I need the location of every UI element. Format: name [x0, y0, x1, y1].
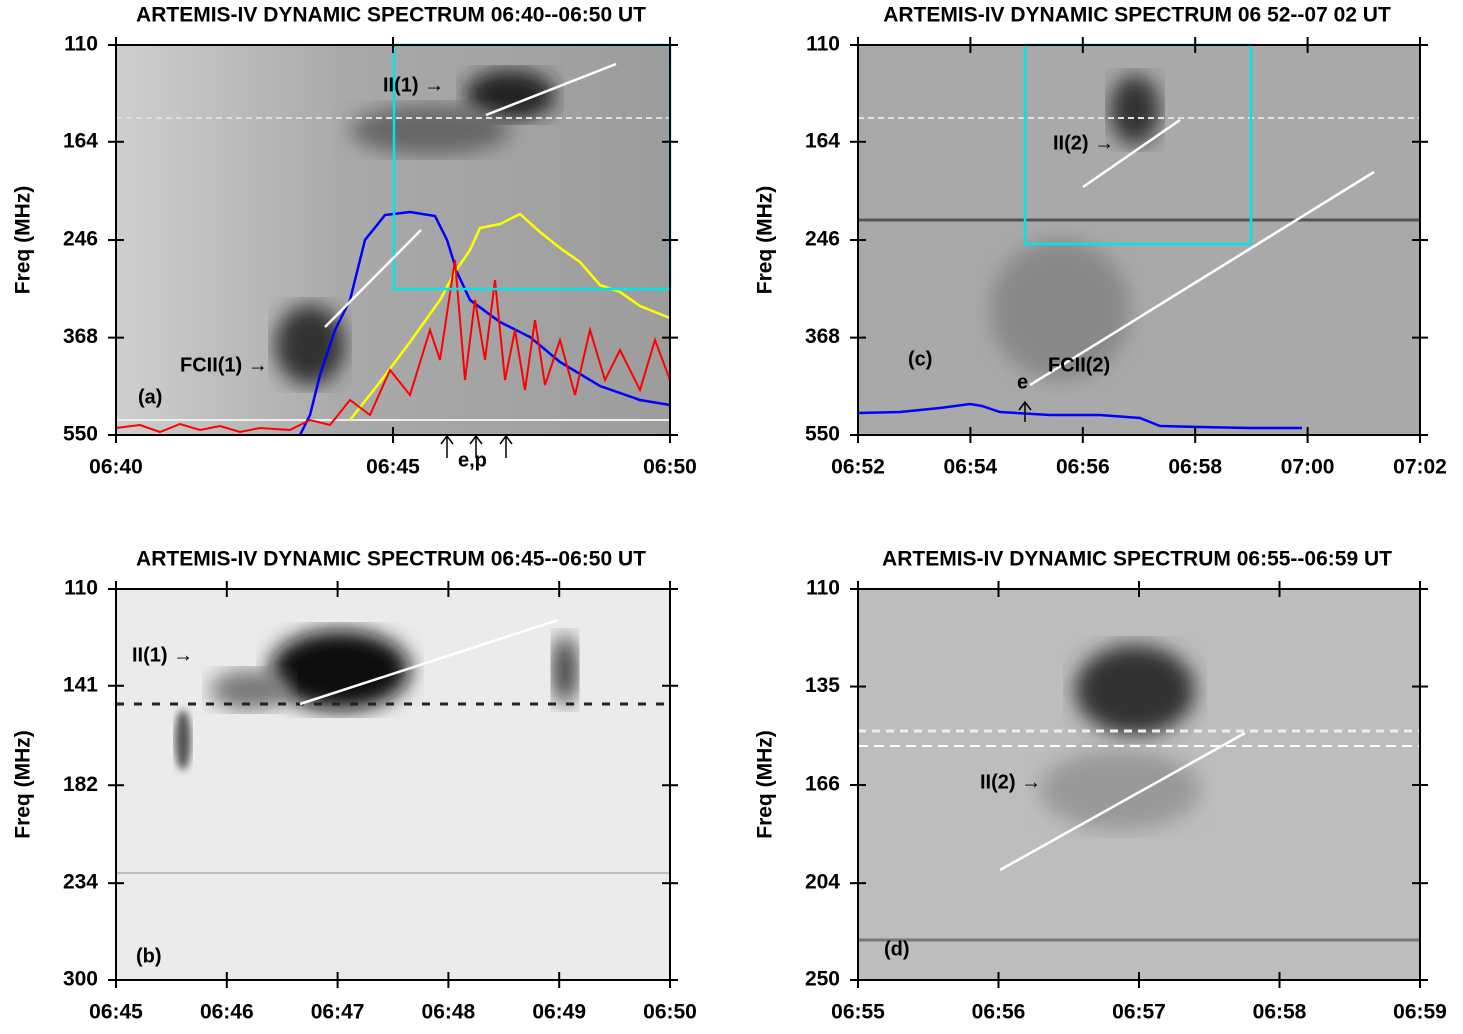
x-tick-label: 06:50 — [643, 456, 697, 479]
panel-label: (c) — [908, 348, 932, 370]
y-axis-label: Freq (MHz) — [12, 730, 35, 839]
y-tick-label: 164 — [805, 129, 840, 152]
y-tick-label: 246 — [63, 228, 98, 251]
y-tick-label: 550 — [805, 423, 840, 446]
panel-label: (a) — [138, 386, 162, 408]
x-tick-label: 06:50 — [643, 1001, 697, 1024]
x-tick-label: 06:56 — [972, 1001, 1026, 1024]
x-tick-label: 06:56 — [1056, 456, 1110, 479]
y-tick-label: 110 — [64, 33, 98, 56]
chart-title: ARTEMIS-IV DYNAMIC SPECTRUM 06:55--06:59… — [882, 548, 1392, 571]
y-tick-label: 368 — [805, 325, 840, 348]
chart-title: ARTEMIS-IV DYNAMIC SPECTRUM 06 52--07 02… — [883, 4, 1391, 27]
annotation: e — [1017, 371, 1028, 393]
x-tick-label: 06:57 — [1112, 1001, 1166, 1024]
x-tick-label: 06:47 — [311, 1001, 365, 1024]
y-axis-label: Freq (MHz) — [754, 730, 777, 839]
y-axis-label: Freq (MHz) — [12, 186, 35, 295]
y-tick-label: 164 — [63, 129, 98, 152]
chart-title: ARTEMIS-IV DYNAMIC SPECTRUM 06:45--06:50… — [136, 548, 646, 571]
spectrum-b — [116, 589, 670, 980]
annotation: II(2) → — [980, 771, 1041, 793]
y-tick-label: 110 — [806, 33, 840, 56]
y-tick-label: 550 — [63, 423, 98, 446]
x-tick-label: 06:52 — [831, 456, 885, 479]
annotation: II(1) → — [383, 74, 444, 96]
y-tick-label: 182 — [63, 773, 98, 796]
x-tick-label: 06:49 — [532, 1001, 586, 1024]
spectrum-c — [857, 43, 1420, 435]
annotation: FCII(2) — [1048, 354, 1110, 376]
y-tick-label: 166 — [805, 773, 840, 796]
x-tick-label: 07:00 — [1281, 456, 1335, 479]
annotation: II(1) → — [132, 644, 193, 666]
x-tick-label: 06:48 — [422, 1001, 476, 1024]
x-tick-label: 06:58 — [1253, 1001, 1307, 1024]
x-tick-label: 06:54 — [944, 456, 998, 479]
x-tick-label: 06:59 — [1393, 1001, 1447, 1024]
y-tick-label: 204 — [805, 871, 840, 894]
y-tick-label: 141 — [63, 673, 98, 696]
x-tick-label: 06:58 — [1168, 456, 1222, 479]
y-tick-label: 368 — [63, 325, 98, 348]
y-tick-label: 300 — [63, 968, 98, 991]
y-tick-label: 135 — [805, 674, 840, 697]
y-tick-label: 110 — [806, 577, 840, 600]
annotation: FCII(1) → — [180, 354, 268, 376]
y-tick-label: 234 — [63, 871, 98, 894]
x-tick-label: 06:45 — [366, 456, 420, 479]
chart-title: ARTEMIS-IV DYNAMIC SPECTRUM 06:40--06:50… — [136, 4, 646, 27]
x-tick-label: 07:02 — [1393, 456, 1447, 479]
spectrum-d — [858, 589, 1420, 980]
y-tick-label: 110 — [64, 577, 98, 600]
panel-label: (d) — [884, 938, 910, 960]
annotation: e,p — [458, 449, 487, 471]
panel-label: (b) — [136, 945, 162, 967]
x-tick-label: 06:55 — [831, 1001, 885, 1024]
x-tick-label: 06:45 — [89, 1001, 143, 1024]
x-tick-label: 06:46 — [200, 1001, 254, 1024]
y-tick-label: 250 — [805, 968, 840, 991]
annotation: II(2) → — [1053, 132, 1114, 154]
spectrum-a — [115, 43, 672, 458]
y-axis-label: Freq (MHz) — [754, 186, 777, 295]
y-tick-label: 246 — [805, 228, 840, 251]
x-tick-label: 06:40 — [89, 456, 143, 479]
